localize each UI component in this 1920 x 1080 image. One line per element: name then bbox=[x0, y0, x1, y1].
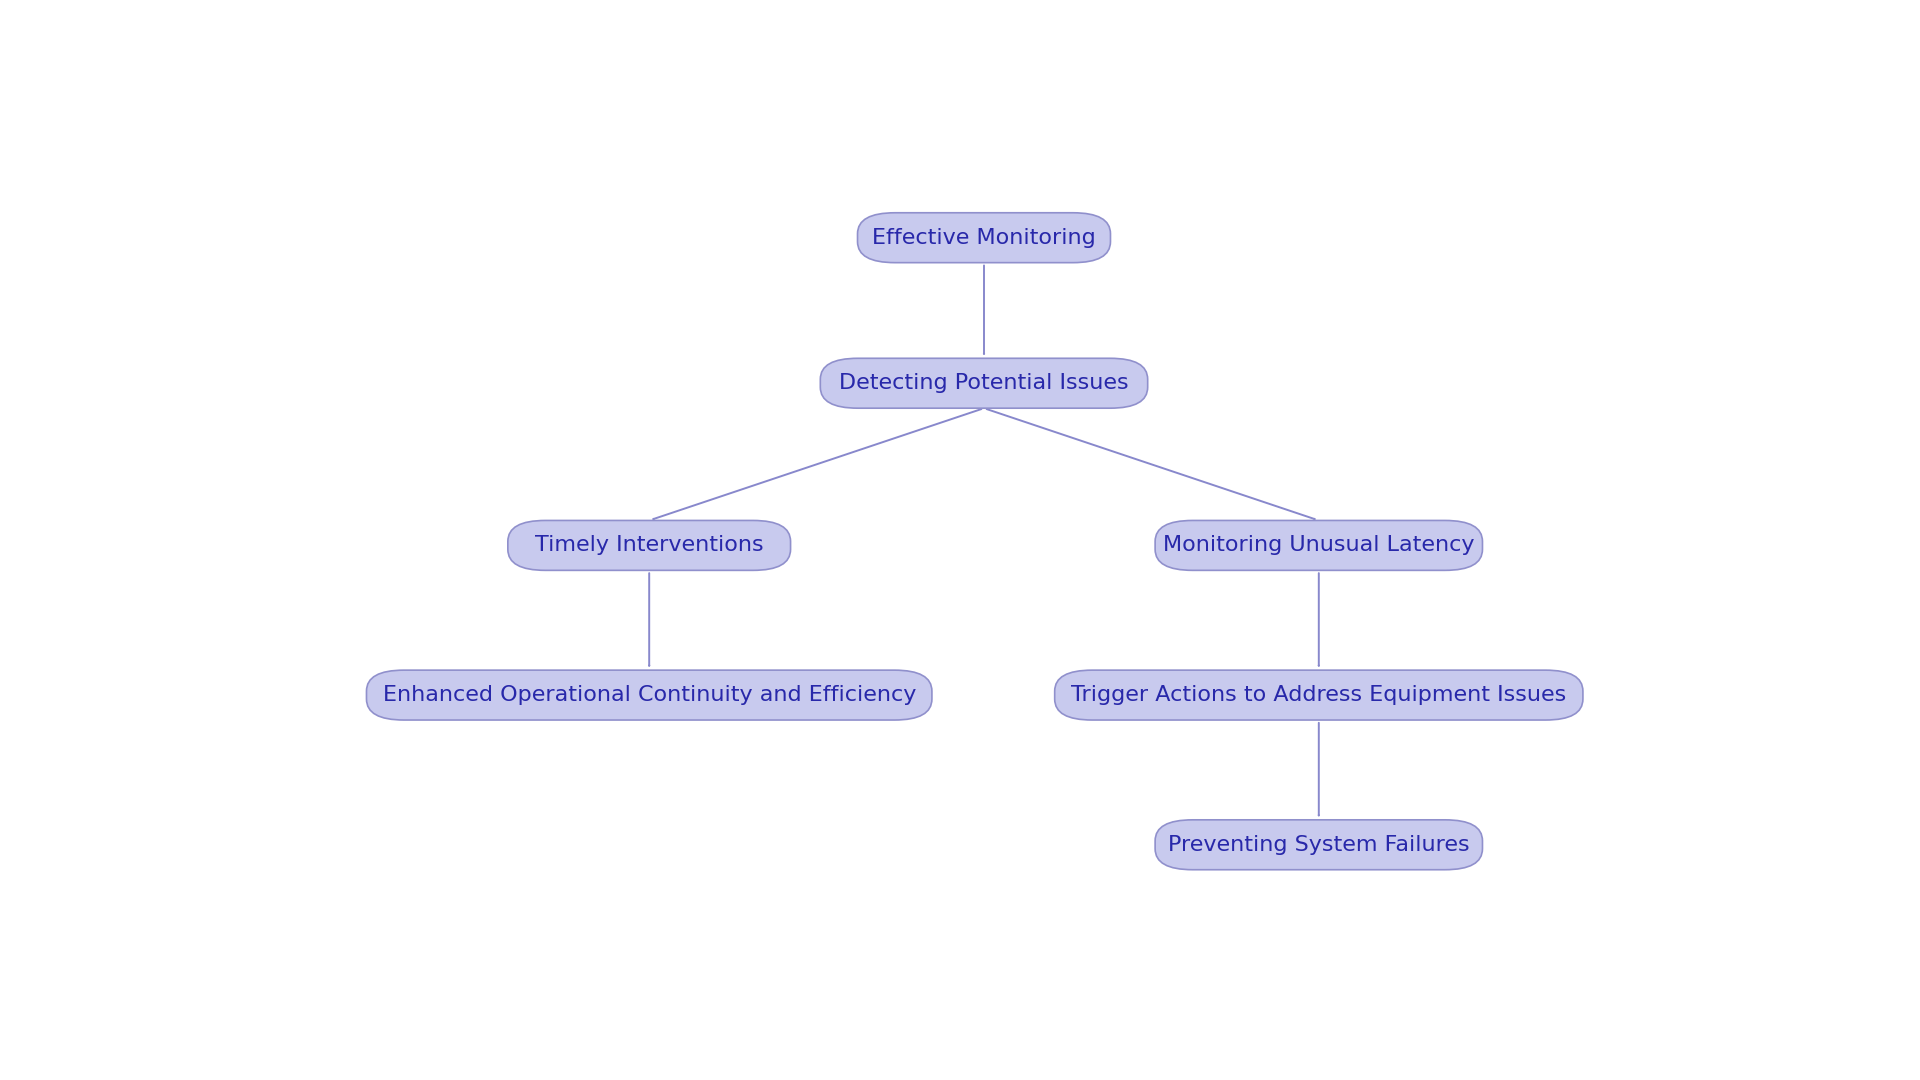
Text: Trigger Actions to Address Equipment Issues: Trigger Actions to Address Equipment Iss… bbox=[1071, 685, 1567, 705]
Text: Detecting Potential Issues: Detecting Potential Issues bbox=[839, 374, 1129, 393]
Text: Timely Interventions: Timely Interventions bbox=[536, 536, 764, 555]
FancyBboxPatch shape bbox=[858, 213, 1110, 262]
FancyBboxPatch shape bbox=[367, 670, 931, 720]
FancyBboxPatch shape bbox=[1156, 521, 1482, 570]
Text: Preventing System Failures: Preventing System Failures bbox=[1167, 835, 1469, 854]
FancyBboxPatch shape bbox=[507, 521, 791, 570]
FancyBboxPatch shape bbox=[820, 359, 1148, 408]
FancyBboxPatch shape bbox=[1156, 820, 1482, 869]
Text: Monitoring Unusual Latency: Monitoring Unusual Latency bbox=[1164, 536, 1475, 555]
FancyBboxPatch shape bbox=[1054, 670, 1582, 720]
Text: Effective Monitoring: Effective Monitoring bbox=[872, 228, 1096, 247]
Text: Enhanced Operational Continuity and Efficiency: Enhanced Operational Continuity and Effi… bbox=[382, 685, 916, 705]
